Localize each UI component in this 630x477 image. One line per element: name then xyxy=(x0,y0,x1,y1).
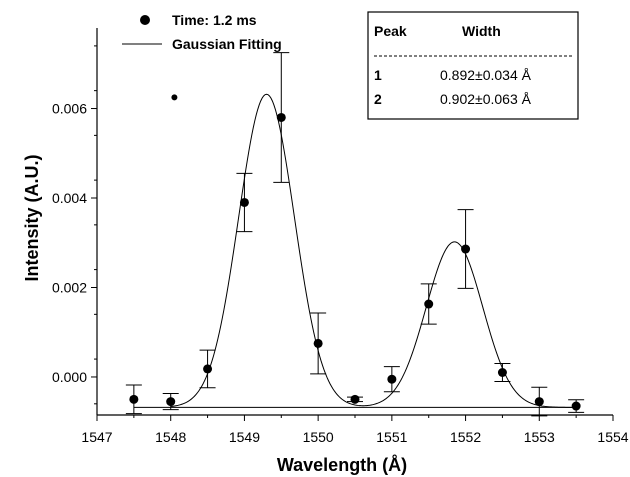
table-row-peak: 1 xyxy=(374,67,382,83)
data-point xyxy=(387,374,397,384)
y-tick-label: 0.000 xyxy=(52,369,87,385)
x-tick-label: 1554 xyxy=(597,429,628,445)
table-row-peak: 2 xyxy=(374,91,382,107)
x-tick-label: 1548 xyxy=(155,429,186,445)
legend-label-fit: Gaussian Fitting xyxy=(172,36,282,52)
legend-label-points: Time: 1.2 ms xyxy=(172,12,257,28)
table-header-peak: Peak xyxy=(374,23,407,39)
data-point xyxy=(276,112,286,122)
data-point xyxy=(461,244,471,254)
legend: Time: 1.2 ms Gaussian Fitting xyxy=(122,12,282,52)
table-row-width: 0.892±0.034 Å xyxy=(440,67,532,83)
points-layer xyxy=(125,52,585,417)
data-point xyxy=(239,197,249,207)
data-point xyxy=(424,299,434,309)
x-tick-label: 1553 xyxy=(524,429,555,445)
y-tick-label: 0.002 xyxy=(52,279,87,295)
data-point xyxy=(571,401,581,411)
x-tick-label: 1547 xyxy=(81,429,112,445)
x-tick-label: 1549 xyxy=(229,429,260,445)
y-axis-title: Intensity (A.U.) xyxy=(22,154,42,281)
table-header-width: Width xyxy=(462,23,501,39)
stray-point xyxy=(171,94,178,101)
x-tick-label: 1552 xyxy=(450,429,481,445)
data-point xyxy=(129,394,139,404)
x-axis-title: Wavelength (Å) xyxy=(277,455,407,475)
x-tick-label: 1551 xyxy=(376,429,407,445)
gaussian-fit-line xyxy=(170,93,580,408)
y-tick-label: 0.006 xyxy=(52,101,87,117)
data-point xyxy=(534,397,544,407)
width-table-frame xyxy=(367,11,579,120)
data-point xyxy=(166,397,176,407)
data-point xyxy=(313,338,323,348)
legend-point-marker xyxy=(140,15,150,25)
y-tick-label: 0.004 xyxy=(52,190,87,206)
table-row-width: 0.902±0.063 Å xyxy=(440,91,532,107)
data-point xyxy=(497,367,507,377)
axes: 1547 1548 1549 1550 1551 1552 1553 1554 0.000 0.0… xyxy=(52,28,629,445)
fit-layer xyxy=(133,93,580,408)
width-table: Peak Width 1 0.892±0.034 Å 2 0.902±0.063… xyxy=(367,11,579,120)
x-tick-label: 1550 xyxy=(303,429,334,445)
data-point xyxy=(350,394,360,404)
data-point xyxy=(203,364,213,374)
